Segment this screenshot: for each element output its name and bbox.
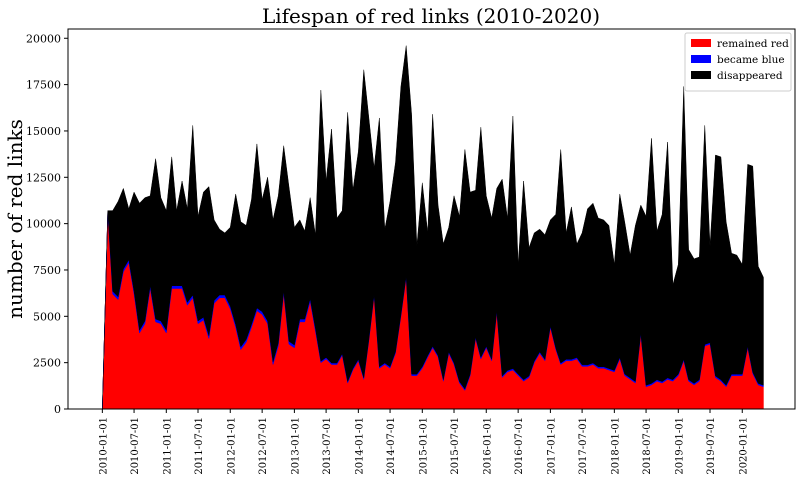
y-tick-label: 2500 <box>33 357 61 370</box>
legend-label: remained red <box>717 38 789 50</box>
x-tick-label: 2020-01-01 <box>738 417 749 475</box>
x-tick-label: 2014-07-01 <box>386 417 397 475</box>
legend-box <box>684 32 792 92</box>
x-tick-label: 2010-07-01 <box>130 417 141 475</box>
y-tick-label: 15000 <box>26 125 61 138</box>
x-tick-label: 2016-07-01 <box>514 417 525 475</box>
area <box>102 45 764 410</box>
legend-label: became blue <box>717 54 785 66</box>
x-tick-label: 2012-01-01 <box>226 417 237 475</box>
x-tick-label: 2011-01-01 <box>162 417 173 475</box>
y-tick-label: 0 <box>54 403 61 416</box>
y-tick-label: 12500 <box>26 171 61 184</box>
legend-label: disappeared <box>717 70 783 82</box>
legend-swatch <box>691 71 711 79</box>
x-tick-label: 2018-07-01 <box>642 417 653 475</box>
legend-swatch <box>691 55 711 63</box>
y-tick-label: 5000 <box>33 310 61 323</box>
x-tick-label: 2015-07-01 <box>450 417 461 475</box>
y-axis-label: number of red links <box>3 119 27 319</box>
y-tick-label: 20000 <box>26 32 61 45</box>
x-tick-label: 2010-01-01 <box>98 417 109 475</box>
chart-title: Lifespan of red links (2010-2020) <box>262 4 600 28</box>
x-tick-label: 2013-07-01 <box>322 417 333 475</box>
y-tick-label: 10000 <box>26 218 61 231</box>
x-tick-label: 2013-01-01 <box>290 417 301 475</box>
plot-frame <box>67 28 796 410</box>
x-tick-label: 2012-07-01 <box>258 417 269 475</box>
y-tick-label: 17500 <box>26 79 61 92</box>
y-tick-label: 7500 <box>33 264 61 277</box>
legend-swatch <box>691 39 711 47</box>
x-tick-label: 2017-01-01 <box>546 417 557 475</box>
x-tick-label: 2015-01-01 <box>418 417 429 475</box>
x-tick-label: 2014-01-01 <box>354 417 365 475</box>
x-tick-label: 2019-07-01 <box>706 417 717 475</box>
x-tick-label: 2016-01-01 <box>482 417 493 475</box>
x-tick-label: 2018-01-01 <box>610 417 621 475</box>
x-tick-label: 2019-01-01 <box>674 417 685 475</box>
legend: remained red became blue disappeared <box>684 32 792 92</box>
x-tick-label: 2017-07-01 <box>578 417 589 475</box>
x-tick-label: 2011-07-01 <box>194 417 205 475</box>
